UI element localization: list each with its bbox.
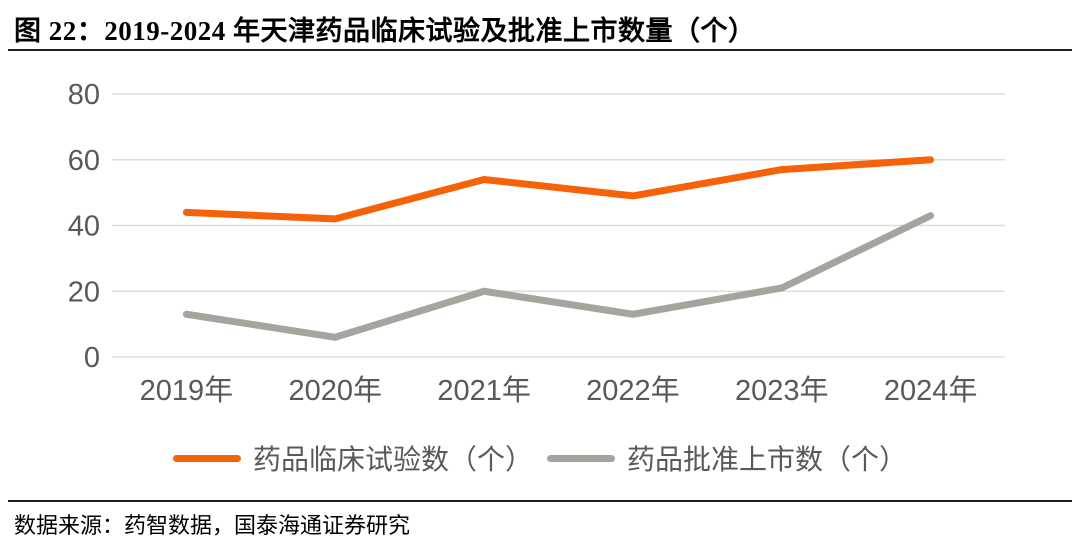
source-note: 数据来源：药智数据，国泰海通证券研究 — [14, 513, 411, 538]
legend-swatch-orange-line — [172, 454, 241, 462]
x-tick-label-1: 2020年 — [288, 374, 382, 407]
y-tick-label-20: 20 — [68, 276, 100, 308]
x-tick-label-5: 2024年 — [884, 374, 978, 407]
series-line-药品批准上市数（个） — [182, 212, 935, 341]
legend-label-clinical-trials: 药品临床试验数（个） — [252, 444, 533, 475]
figure-footer: 数据来源：药智数据，国泰海通证券研究 — [8, 500, 1072, 540]
series-line-药品临床试验数（个） — [182, 156, 935, 223]
legend-swatch-gray-line — [547, 454, 615, 462]
figure-title: 图 22：2019-2024 年天津药品临床试验及批准上市数量（个） — [14, 16, 756, 46]
legend-label-approvals: 药品批准上市数（个） — [627, 444, 908, 475]
figure-header: 图 22：2019-2024 年天津药品临床试验及批准上市数量（个） — [8, 0, 1072, 51]
x-tick-label-3: 2022年 — [586, 374, 680, 407]
chart-legend: 药品临床试验数（个） 药品批准上市数（个） — [0, 438, 1080, 478]
x-tick-label-2: 2021年 — [437, 374, 531, 407]
x-tick-label-4: 2023年 — [735, 374, 829, 407]
y-tick-label-80: 80 — [68, 79, 100, 111]
legend-item-approvals: 药品批准上市数（个） — [547, 438, 907, 478]
y-tick-label-0: 0 — [84, 342, 100, 374]
y-tick-label-40: 40 — [68, 211, 100, 243]
legend-item-clinical-trials: 药品临床试验数（个） — [172, 438, 533, 478]
x-tick-label-0: 2019年 — [140, 374, 234, 407]
y-tick-label-60: 60 — [68, 145, 100, 177]
